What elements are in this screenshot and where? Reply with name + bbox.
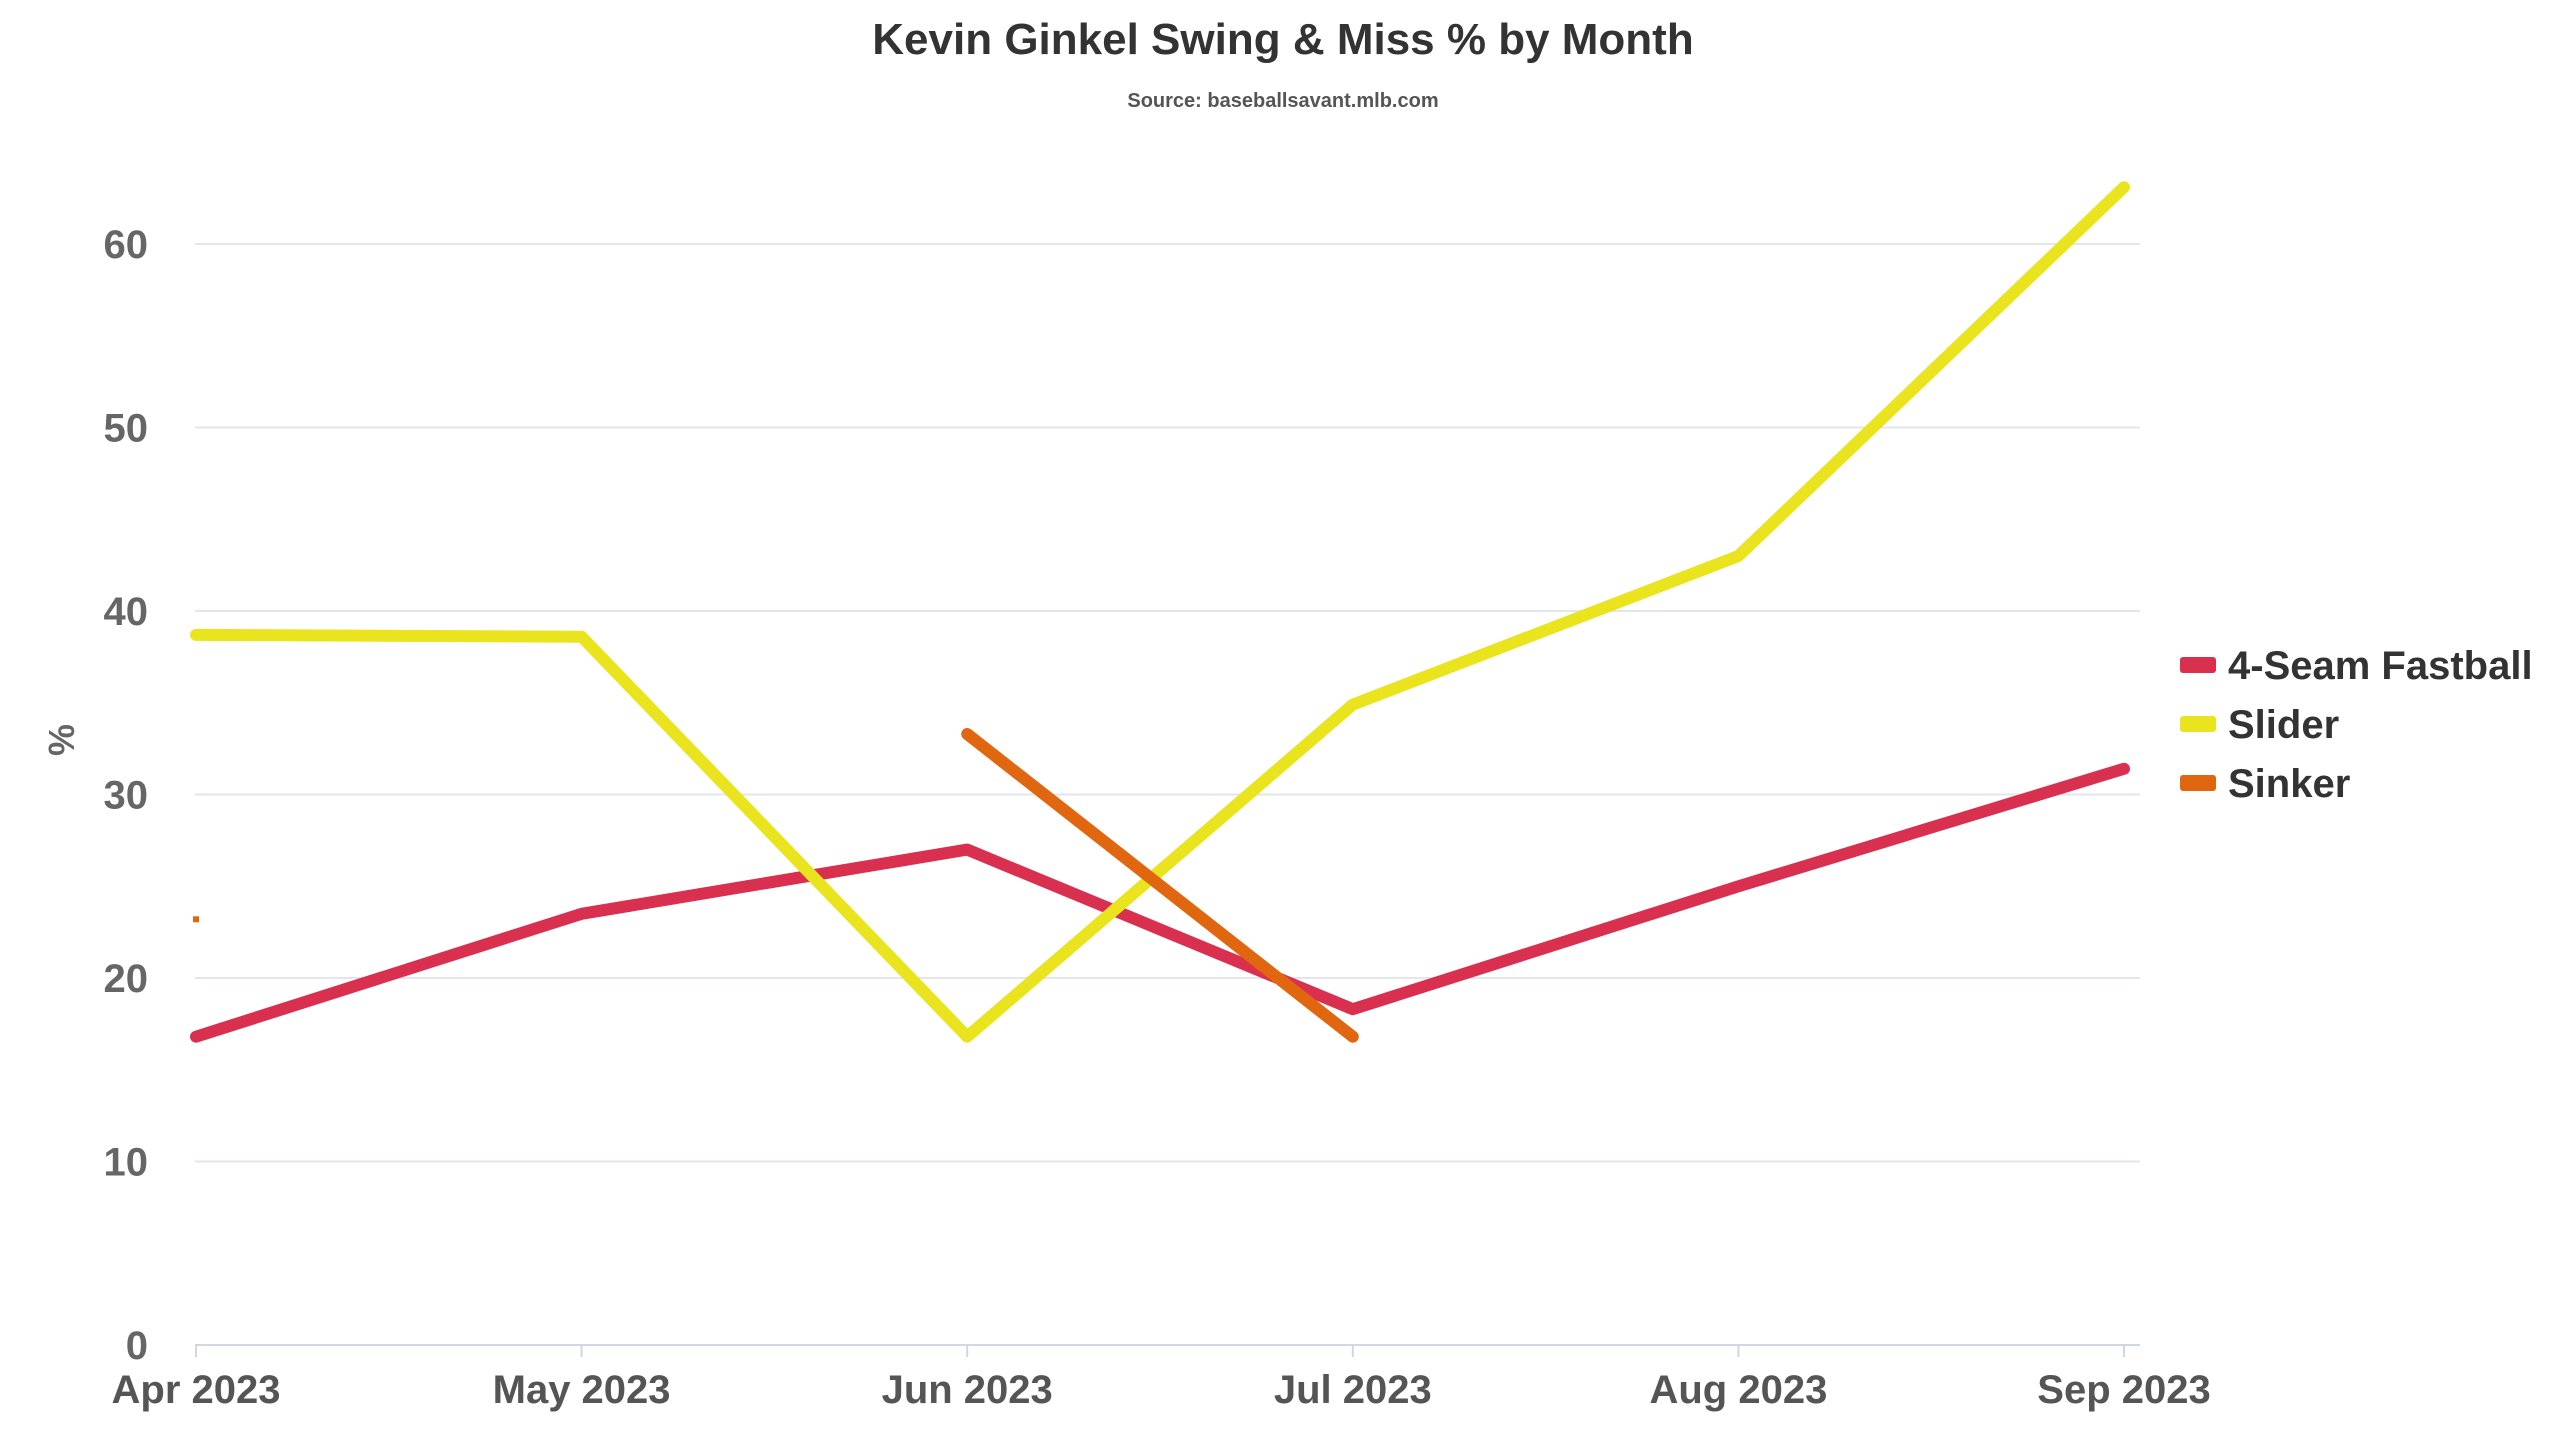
chart-subtitle: Source: baseballsavant.mlb.com — [1127, 90, 1438, 112]
x-axis: Apr 2023 May 2023 Jun 2023 Jul 2023 Aug 2023… — [112, 1344, 2211, 1412]
legend-item-4-seam-fastball[interactable]: 4-Seam Fastball — [2180, 644, 2533, 688]
legend-swatch — [2180, 716, 2216, 732]
x-tick-label: Jun 2023 — [882, 1368, 1053, 1412]
legend-item-sinker[interactable]: Sinker — [2180, 762, 2350, 806]
series-slider — [190, 181, 2130, 1043]
series-sinker — [193, 728, 1359, 1043]
x-tick-label: May 2023 — [493, 1368, 671, 1412]
y-axis-ticks: 0 10 20 30 40 50 60 — [104, 223, 149, 1368]
legend: 4-Seam Fastball Slider Sinker — [2180, 644, 2533, 806]
legend-item-slider[interactable]: Slider — [2180, 703, 2339, 747]
y-tick-label: 50 — [104, 407, 149, 451]
y-tick-label: 20 — [104, 957, 149, 1001]
legend-label: Slider — [2228, 703, 2339, 747]
x-tick-label: Sep 2023 — [2037, 1368, 2210, 1412]
chart-title: Kevin Ginkel Swing & Miss % by Month — [872, 15, 1693, 64]
series-line — [190, 181, 2130, 1043]
x-tick-label: Jul 2023 — [1274, 1368, 1432, 1412]
y-tick-label: 60 — [104, 223, 149, 267]
y-axis-label: % — [41, 724, 82, 756]
legend-label: 4-Seam Fastball — [2228, 644, 2533, 688]
legend-swatch — [2180, 775, 2216, 791]
y-tick-label: 30 — [104, 774, 149, 818]
series-4-seam-fastball — [190, 762, 2130, 1043]
x-tick-label: Apr 2023 — [112, 1368, 281, 1412]
series-lines — [190, 181, 2130, 1043]
x-tick-label: Aug 2023 — [1649, 1368, 1827, 1412]
y-tick-label: 10 — [104, 1141, 149, 1185]
legend-label: Sinker — [2228, 762, 2350, 806]
gridlines — [195, 243, 2140, 1163]
series-point — [193, 916, 199, 923]
series-line — [190, 762, 2130, 1043]
series-line — [961, 728, 1359, 1043]
y-tick-label: 40 — [104, 590, 149, 634]
legend-swatch — [2180, 657, 2216, 673]
y-tick-label: 0 — [126, 1324, 148, 1368]
